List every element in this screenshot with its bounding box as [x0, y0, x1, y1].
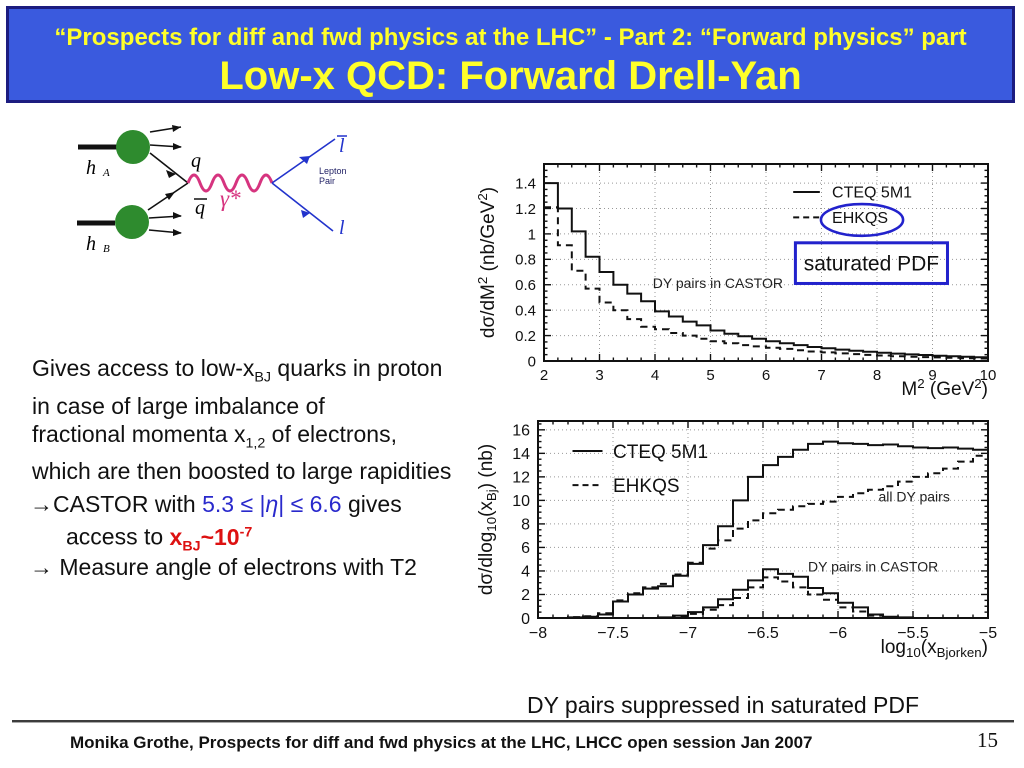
svg-text:2: 2	[540, 367, 548, 384]
svg-text:1: 1	[528, 226, 536, 243]
arrow-glyph: →	[30, 491, 53, 517]
castor-bullet: →CASTOR with 5.3 ≤ |η| ≤ 6.6 gives acces…	[30, 490, 402, 560]
measure-bullet: → Measure angle of electrons with T2	[30, 554, 417, 580]
paragraph-line-1: Gives access to low-xBJ quarks in proton	[32, 355, 443, 386]
svg-text:DY pairs in CASTOR: DY pairs in CASTOR	[808, 559, 938, 575]
paragraph-line-2: in case of large imbalance of	[32, 392, 325, 419]
hadron-b-blob	[115, 205, 149, 239]
arrowhead	[173, 212, 182, 219]
svg-text:0.4: 0.4	[515, 303, 536, 320]
arrowhead	[166, 170, 176, 178]
svg-text:dσ/dM2 (nb/GeV2): dσ/dM2 (nb/GeV2)	[475, 187, 499, 338]
svg-text:6: 6	[521, 540, 530, 557]
svg-text:7: 7	[817, 367, 825, 384]
svg-text:−7: −7	[679, 625, 697, 642]
header-subtitle: “Prospects for diff and fwd physics at t…	[54, 24, 967, 51]
photon-label: γ*	[220, 186, 241, 211]
antilepton-label: l	[339, 135, 345, 157]
svg-text:EHKQS: EHKQS	[832, 210, 888, 227]
svg-text:all DY pairs: all DY pairs	[879, 489, 950, 505]
svg-text:saturated PDF: saturated PDF	[804, 253, 939, 276]
hadron-a-sub: A	[102, 167, 110, 179]
hadron-a-blob	[116, 130, 150, 164]
svg-text:10: 10	[512, 493, 530, 510]
paragraph-line-3: fractional momenta x1,2 of electrons,	[32, 420, 397, 452]
body-paragraph: Gives access to low-xBJ quarks in proton…	[32, 354, 451, 485]
hadron-a-label: h	[86, 157, 96, 179]
svg-text:3: 3	[595, 367, 603, 384]
feynman-diagram: h A h B q q γ* l l Lepton Pair	[77, 125, 347, 255]
arrowhead	[173, 229, 182, 236]
svg-text:log10(xBjorken): log10(xBjorken)	[881, 637, 988, 660]
svg-text:DY pairs in CASTOR: DY pairs in CASTOR	[653, 275, 783, 291]
xbj-value-text: xBJ~10-7	[169, 523, 253, 555]
svg-text:1.4: 1.4	[515, 175, 536, 192]
arrow-glyph: →	[30, 554, 53, 580]
svg-text:4: 4	[651, 367, 659, 384]
svg-text:8: 8	[521, 517, 530, 534]
photon-wavy-line	[186, 173, 274, 193]
lepton-pair-text-1: Lepton	[319, 166, 347, 176]
header-band: “Prospects for diff and fwd physics at t…	[6, 6, 1015, 103]
hadron-b-sub: B	[103, 243, 110, 255]
svg-text:−5: −5	[979, 625, 997, 642]
svg-text:CTEQ 5M1: CTEQ 5M1	[832, 185, 912, 202]
arrowhead	[172, 125, 181, 132]
svg-text:−8: −8	[529, 625, 547, 642]
svg-text:6: 6	[762, 367, 770, 384]
svg-text:−5.5: −5.5	[897, 625, 929, 642]
castor-line-2: access to xBJ~10-7	[66, 523, 253, 555]
svg-text:0: 0	[521, 611, 530, 628]
paragraph-line-4: which are then boosted to large rapiditi…	[32, 458, 452, 485]
footer-credit: Monika Grothe, Prospects for diff and fw…	[70, 733, 813, 752]
svg-text:2: 2	[521, 587, 530, 604]
svg-text:dσ/dlog10(xBj) (nb): dσ/dlog10(xBj) (nb)	[476, 444, 499, 595]
svg-text:CTEQ 5M1: CTEQ 5M1	[613, 442, 708, 463]
arrowhead	[299, 156, 310, 164]
svg-text:0.2: 0.2	[515, 328, 536, 345]
antilepton-line	[271, 138, 336, 184]
eta-range-text: 5.3 ≤ |η| ≤ 6.6	[202, 491, 342, 517]
svg-text:14: 14	[512, 446, 530, 463]
chart-caption: DY pairs suppressed in saturated PDF	[527, 692, 920, 718]
page-number: 15	[977, 728, 998, 752]
svg-text:9: 9	[928, 367, 936, 384]
svg-text:1.2: 1.2	[515, 201, 536, 218]
lepton-label: l	[339, 217, 345, 239]
quark-line	[149, 152, 189, 184]
svg-text:16: 16	[512, 423, 530, 440]
footer-divider	[12, 720, 1014, 722]
svg-text:10: 10	[980, 367, 997, 384]
quark-label: q	[191, 150, 201, 172]
svg-text:5: 5	[706, 367, 714, 384]
arrowhead	[165, 192, 175, 200]
footer-divider-shadow	[12, 722, 1014, 723]
chart-dsigma-dlogx: −8 −7.5 −7 −6.5 −6 −5.5 −5 0 2 4 6 8 10 12 14 16 CTEQ 5M…	[470, 405, 1024, 680]
lepton-line	[271, 182, 334, 232]
svg-text:EHKQS: EHKQS	[613, 476, 680, 497]
chart-dsigma-dm2: 2 3 4 5 6 7 8 9 10 0 0.2 0.4 0.6 0.8 1 1.2 1.4 CTEQ 5M1 EH…	[470, 145, 1024, 420]
svg-text:0: 0	[528, 353, 536, 370]
svg-text:0.6: 0.6	[515, 277, 536, 294]
page-title: Low-x QCD: Forward Drell-Yan	[219, 54, 802, 98]
svg-text:4: 4	[521, 564, 530, 581]
svg-text:−6: −6	[829, 625, 847, 642]
antiquark-label: q	[195, 197, 205, 219]
svg-text:M2 (GeV2): M2 (GeV2)	[901, 376, 988, 400]
svg-text:8: 8	[873, 367, 881, 384]
hadron-b-label: h	[86, 233, 96, 255]
svg-text:−7.5: −7.5	[597, 625, 629, 642]
svg-text:−6.5: −6.5	[747, 625, 779, 642]
lepton-pair-text-2: Pair	[319, 176, 335, 186]
arrowhead	[301, 210, 310, 218]
svg-text:12: 12	[512, 470, 530, 487]
arrowhead	[173, 143, 182, 150]
svg-text:0.8: 0.8	[515, 252, 536, 269]
castor-line-1: →CASTOR with 5.3 ≤ |η| ≤ 6.6 gives	[30, 491, 402, 517]
